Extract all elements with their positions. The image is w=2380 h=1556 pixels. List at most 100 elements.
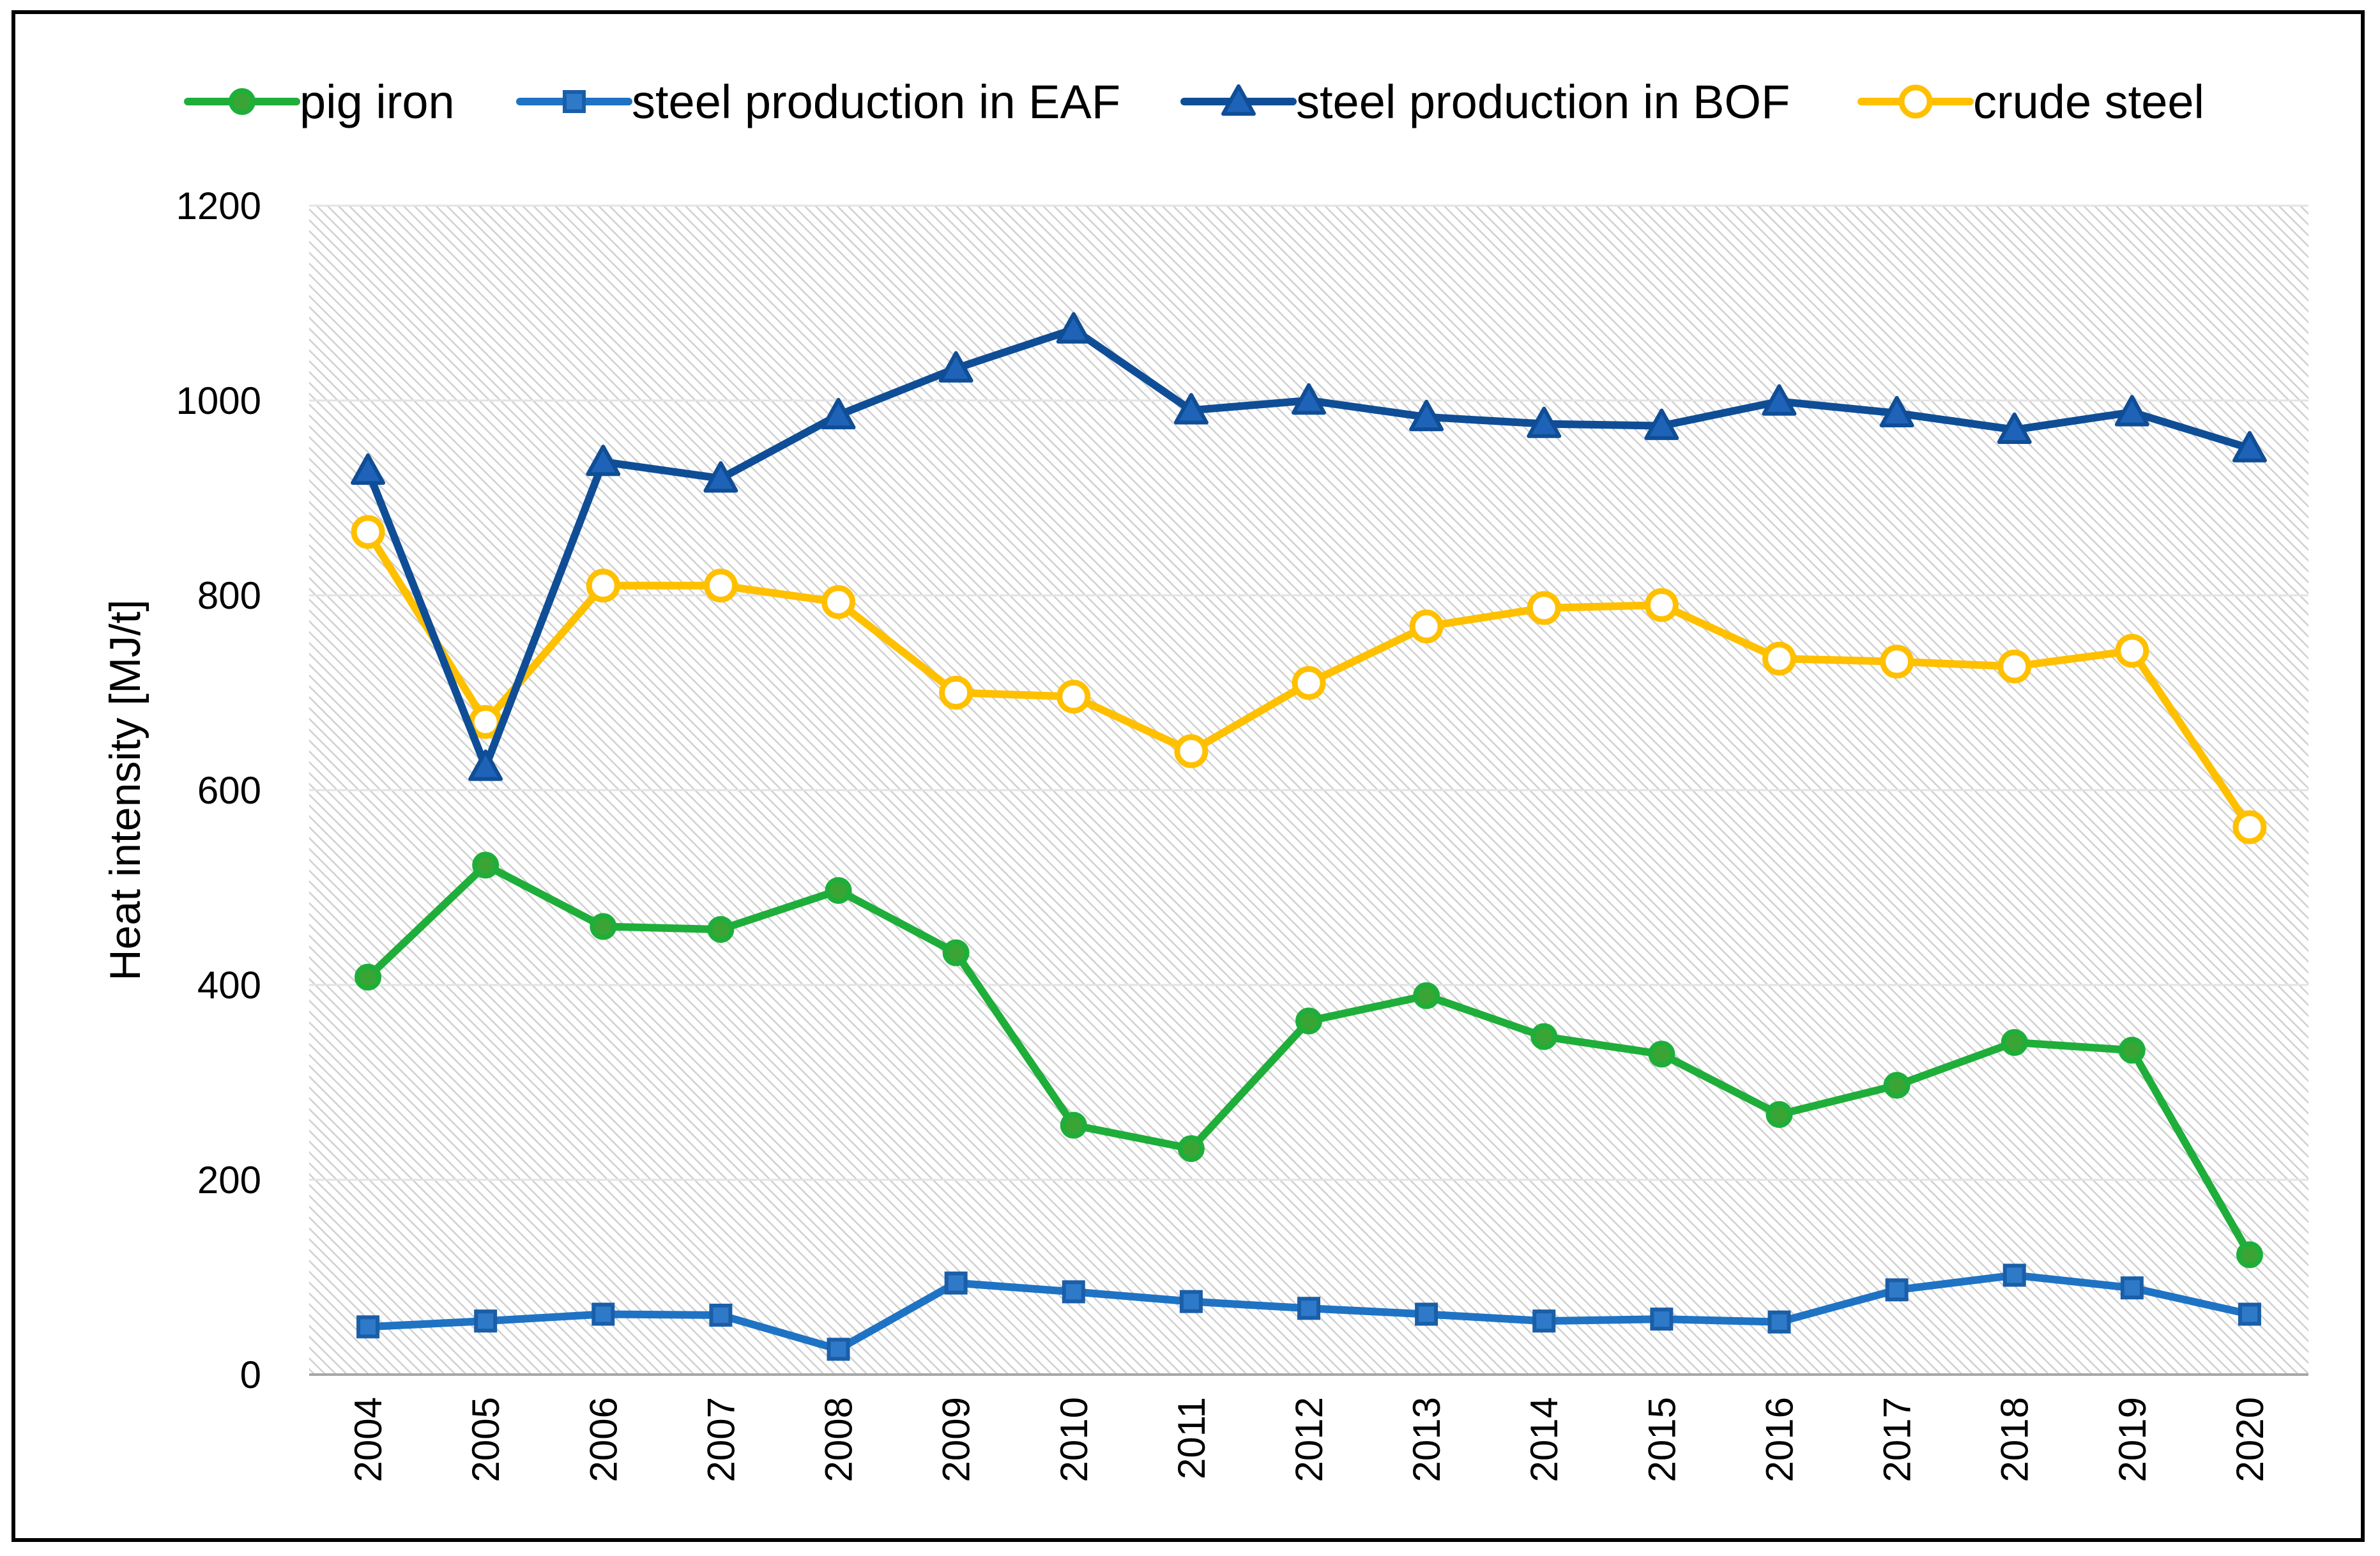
data-point-steel-production-in-bof [1409,399,1444,432]
data-point-crude-steel [1409,609,1444,644]
legend-marker [229,88,256,115]
x-tick-label: 2020 [2229,1397,2271,1482]
data-point-crude-steel [2232,810,2267,844]
x-tick-label: 2017 [1876,1397,1919,1482]
data-point-steel-production-in-eaf [1062,1280,1085,1304]
x-tick-label: 2008 [818,1397,860,1482]
data-point-steel-production-in-eaf [827,1338,850,1361]
x-tick-label: 2012 [1288,1397,1331,1482]
legend-item-crude-steel[interactable]: crude steel [1857,75,2204,128]
y-tick-label: 600 [197,769,261,812]
data-point-pig-iron [1295,1007,1322,1035]
legend[interactable]: pig iron steel production in EAF steel pro… [184,75,2204,128]
x-tick-label: 2014 [1523,1397,1566,1482]
x-tick-label: 2013 [1405,1397,1448,1482]
legend-item-pig-iron[interactable]: pig iron [184,75,455,128]
data-point-crude-steel [1292,666,1326,700]
data-point-steel-production-in-eaf [1179,1290,1203,1313]
data-point-steel-production-in-bof [1173,393,1209,425]
x-tick-label: 2016 [1758,1397,1801,1482]
chart-frame: 0 200 400 600 800 1000 1200 2004 2005 2006 2007 20… [11,10,2365,1542]
data-point-steel-production-in-bof [703,461,738,493]
data-point-crude-steel [1527,591,1561,625]
data-point-pig-iron [825,877,852,904]
x-tick-label: 2010 [1053,1397,1095,1482]
data-point-steel-production-in-bof [2232,431,2267,462]
legend-label: crude steel [1973,75,2204,128]
data-point-steel-production-in-bof [938,351,973,383]
data-point-pig-iron [472,851,500,879]
y-tick-label: 0 [240,1354,261,1396]
data-point-steel-production-in-eaf [944,1271,968,1295]
data-point-steel-production-in-eaf [356,1315,380,1339]
legend-marker [563,90,586,113]
data-point-steel-production-in-eaf [1650,1308,1674,1331]
data-point-pig-iron [2236,1241,2263,1269]
data-point-steel-production-in-eaf [1415,1302,1438,1326]
legend-item-steel-production-in-eaf[interactable]: steel production in EAF [516,75,1120,128]
y-tick-label: 800 [197,574,261,617]
legend-item-steel-production-in-bof[interactable]: steel production in BOF [1180,75,1790,128]
data-point-steel-production-in-bof [586,445,621,477]
legend-label: steel production in EAF [632,75,1120,128]
data-point-steel-production-in-bof [1997,412,2032,444]
data-point-pig-iron [942,939,970,966]
y-tick-label: 200 [197,1159,261,1201]
series-steel-production-in-bof [351,312,2267,781]
x-axis: 2004 2005 2006 2007 2008 2009 2010 2011 2012 2013… [347,1397,2271,1482]
series-group [351,312,2267,1361]
data-point-steel-production-in-bof [821,397,856,430]
data-point-crude-steel [1644,588,1679,622]
x-tick-label: 2004 [347,1397,390,1482]
data-point-steel-production-in-bof [1879,395,1914,428]
data-point-steel-production-in-bof [1644,408,1679,440]
data-point-pig-iron [1883,1072,1911,1099]
data-point-crude-steel [351,515,385,549]
data-point-pig-iron [707,916,735,943]
data-point-pig-iron [1766,1101,1793,1128]
data-point-pig-iron [1648,1041,1675,1068]
legend-marker [1898,84,1933,119]
data-point-crude-steel [1174,734,1209,768]
data-point-pig-iron [1060,1111,1087,1139]
data-point-steel-production-in-bof [1292,383,1326,415]
data-point-crude-steel [1762,641,1796,676]
data-point-steel-production-in-bof [468,749,503,781]
data-point-steel-production-in-bof [1056,312,1091,344]
y-axis-title: Heat intensity [MJ/t] [101,599,149,980]
data-point-steel-production-in-eaf [1532,1309,1556,1333]
data-point-steel-production-in-eaf [2002,1263,2026,1287]
legend-marker [1221,84,1256,116]
series-steel-production-in-eaf [356,1263,2261,1361]
data-point-pig-iron [1530,1023,1558,1050]
data-point-steel-production-in-bof [1762,384,1797,416]
x-tick-label: 2015 [1640,1397,1683,1482]
series-crude-steel [351,515,2267,844]
data-point-crude-steel [821,585,856,620]
data-point-steel-production-in-eaf [709,1303,733,1327]
data-point-steel-production-in-eaf [2238,1302,2261,1326]
data-point-steel-production-in-eaf [591,1302,615,1326]
y-tick-label: 1000 [176,379,261,422]
data-point-crude-steel [1880,645,1914,679]
data-point-pig-iron [2118,1037,2146,1064]
data-point-crude-steel [1057,680,1091,714]
data-point-steel-production-in-eaf [1885,1278,1909,1302]
x-tick-label: 2007 [699,1397,742,1482]
series-pig-iron [355,851,2263,1269]
data-point-crude-steel [2115,634,2149,668]
data-point-steel-production-in-eaf [2120,1276,2144,1300]
data-point-pig-iron [590,913,617,940]
data-point-pig-iron [355,963,382,991]
y-tick-label: 1200 [176,185,261,227]
legend-label: pig iron [300,75,455,128]
data-point-pig-iron [2001,1028,2028,1056]
data-point-steel-production-in-eaf [474,1309,498,1333]
y-axis: 0 200 400 600 800 1000 1200 [176,185,261,1396]
data-point-steel-production-in-bof [351,453,386,485]
data-point-steel-production-in-eaf [1297,1297,1320,1320]
y-tick-label: 400 [197,964,261,1007]
data-point-crude-steel [703,568,738,603]
x-tick-label: 2019 [2111,1397,2154,1482]
